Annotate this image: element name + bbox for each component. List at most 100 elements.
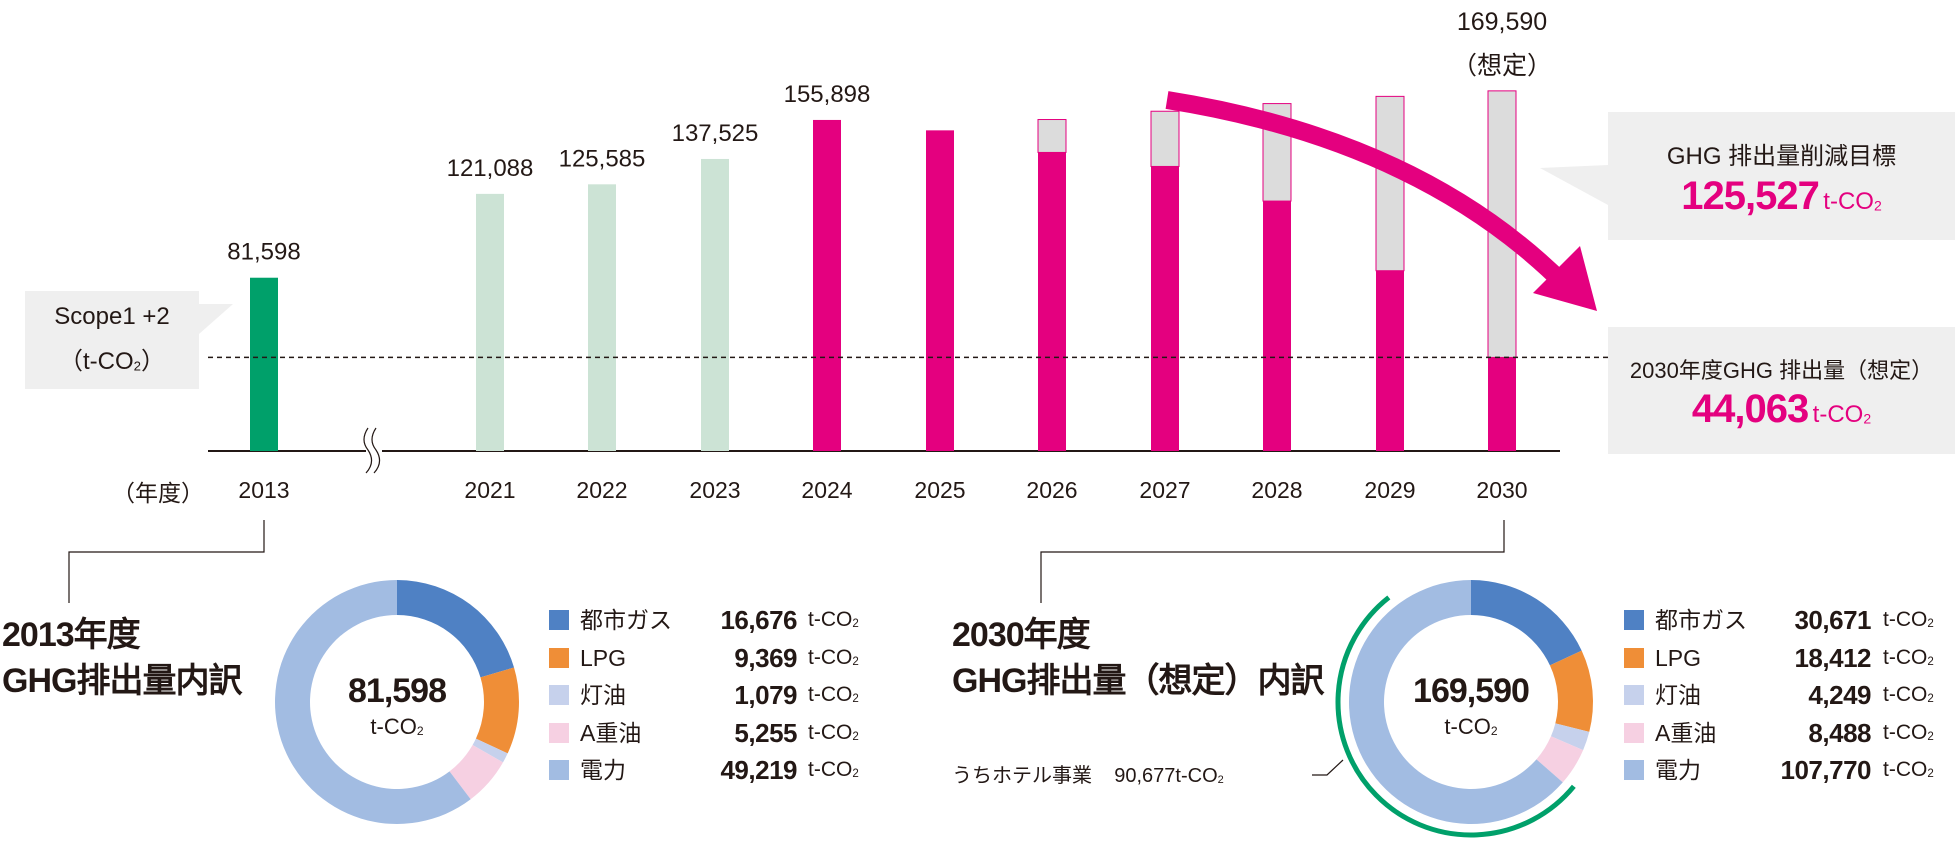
bar-label-2023: 137,525 bbox=[672, 120, 759, 147]
bar-label-2022: 125,585 bbox=[559, 145, 646, 172]
donut-2013-slice-3 bbox=[449, 745, 504, 800]
scope-label-line1: Scope1 +2 bbox=[54, 303, 170, 330]
connector-2030 bbox=[1040, 520, 1505, 603]
legend-swatch bbox=[1624, 760, 1644, 780]
unit-sub: 2 bbox=[852, 655, 859, 668]
legend-value: 9,369 bbox=[734, 642, 797, 673]
unit-text: t-CO bbox=[1883, 683, 1928, 706]
top-2030-note: （想定） bbox=[1451, 52, 1552, 80]
legend-value: 30,671 bbox=[1794, 605, 1871, 635]
legend-label: 灯油 bbox=[580, 682, 626, 708]
legend-unit: t-CO2 bbox=[808, 605, 859, 639]
unit-sub: 2 bbox=[852, 693, 859, 706]
hotel-value-sub: 2 bbox=[1217, 774, 1224, 787]
donut-2013-slice-4 bbox=[275, 580, 471, 825]
legend-unit: t-CO2 bbox=[1883, 643, 1934, 677]
hotel-leader-line bbox=[1312, 759, 1344, 776]
forecast-box: 2030年度GHG 排出量（想定） 44,063 t-CO2 bbox=[1608, 327, 1955, 454]
unit-sub: 2 bbox=[1927, 655, 1934, 668]
legend-unit: t-CO2 bbox=[1883, 605, 1934, 639]
donut-2030-slice-0 bbox=[1471, 580, 1582, 666]
donut-2030-unit: t-CO2 bbox=[1391, 714, 1551, 740]
unit-sub: 2 bbox=[1927, 768, 1934, 781]
unit-text: t-CO bbox=[808, 608, 853, 631]
donut-2030-title-line1: 2030年度 bbox=[952, 616, 1091, 654]
bar-2027 bbox=[1151, 166, 1179, 451]
bar-reduction-2027 bbox=[1150, 110, 1180, 167]
x-tick-2021: 2021 bbox=[464, 477, 515, 503]
legend-value: 107,770 bbox=[1780, 755, 1872, 785]
bar-2030 bbox=[1488, 357, 1516, 451]
unit-sub: 2 bbox=[852, 768, 859, 781]
legend-value: 5,255 bbox=[734, 717, 797, 748]
donut-2013-title-line2: GHG排出量内訳 bbox=[2, 662, 242, 700]
legend-label: 都市ガス bbox=[580, 607, 672, 633]
scope-pointer bbox=[199, 304, 233, 334]
unit-text: t-CO bbox=[1883, 720, 1928, 744]
bar-reduction-2026 bbox=[1037, 119, 1067, 153]
donut-2013-total: 81,598 bbox=[348, 672, 447, 710]
donut-2013-slice-2 bbox=[472, 738, 508, 763]
legend-value: 1,079 bbox=[734, 680, 797, 710]
legend-swatch bbox=[1624, 647, 1644, 668]
legend-swatch bbox=[549, 685, 569, 705]
unit-text: t-CO bbox=[808, 683, 853, 706]
donut-2030-slice-4 bbox=[1349, 580, 1563, 824]
legend-unit: t-CO2 bbox=[1883, 718, 1934, 752]
legend-label: LPG bbox=[1655, 644, 1702, 671]
bar-2024 bbox=[813, 119, 841, 451]
top-2030-value: 169,590 bbox=[1456, 8, 1548, 36]
legend-swatch bbox=[549, 760, 569, 780]
target-value: 125,527 bbox=[1681, 174, 1820, 218]
legend-swatch bbox=[1624, 610, 1644, 630]
legend-label: A重油 bbox=[1655, 719, 1717, 746]
x-tick-2027: 2027 bbox=[1139, 477, 1190, 503]
forecast-title: 2030年度GHG 排出量（想定） bbox=[1629, 358, 1934, 383]
x-tick-2024: 2024 bbox=[801, 477, 852, 503]
x-tick-2022: 2022 bbox=[576, 477, 627, 503]
bar-2021 bbox=[476, 193, 504, 451]
unit-sub: 2 bbox=[1927, 693, 1934, 706]
scope-unit: （t-CO bbox=[58, 348, 134, 375]
target-value-row: 125,527 t-CO2 bbox=[1608, 174, 1955, 219]
unit-sub: 2 bbox=[416, 724, 424, 739]
legend-unit: t-CO2 bbox=[1883, 755, 1934, 789]
x-tick-2026: 2026 bbox=[1026, 477, 1077, 503]
donut-2013-title: 2013年度 GHG排出量内訳 bbox=[2, 612, 242, 704]
unit-sub: 2 bbox=[852, 618, 859, 631]
unit-text: t-CO bbox=[1883, 758, 1928, 781]
bar-2022 bbox=[588, 184, 616, 451]
unit-sub: 2 bbox=[1490, 724, 1498, 739]
forecast-value: 44,063 bbox=[1691, 387, 1809, 431]
target-unit-sub: 2 bbox=[1873, 197, 1882, 214]
bar-2023 bbox=[701, 158, 729, 452]
legend-unit: t-CO2 bbox=[808, 755, 859, 789]
legend-unit: t-CO2 bbox=[808, 718, 859, 752]
unit-text: t-CO bbox=[1444, 714, 1491, 739]
x-tick-2030: 2030 bbox=[1476, 477, 1527, 503]
donut-2013-slice-0 bbox=[397, 580, 515, 678]
hotel-share-arc bbox=[1335, 595, 1576, 838]
legend-unit: t-CO2 bbox=[808, 680, 859, 714]
legend-value: 16,676 bbox=[720, 605, 797, 635]
legend-unit: t-CO2 bbox=[1883, 680, 1934, 714]
x-tick-2025: 2025 bbox=[914, 477, 965, 503]
target-box: GHG 排出量削減目標 125,527 t-CO2 bbox=[1608, 112, 1955, 240]
connector-2013 bbox=[68, 520, 265, 603]
scope-unit-sub: 2 bbox=[133, 358, 141, 374]
donut-2030-total: 169,590 bbox=[1413, 672, 1530, 710]
unit-text: t-CO bbox=[370, 714, 417, 739]
legend-label: LPG bbox=[580, 644, 627, 671]
bar-label-2013: 81,598 bbox=[227, 239, 300, 266]
x-tick-2028: 2028 bbox=[1251, 477, 1302, 503]
legend-label: 都市ガス bbox=[1655, 607, 1747, 633]
bar-2029 bbox=[1376, 270, 1404, 451]
legend-label: A重油 bbox=[580, 719, 642, 746]
axis-break-icon bbox=[363, 427, 381, 474]
scope-unit-end: ） bbox=[141, 348, 165, 375]
unit-text: t-CO bbox=[1883, 608, 1928, 631]
unit-sub: 2 bbox=[1927, 618, 1934, 631]
donut-2030-slice-2 bbox=[1550, 723, 1590, 751]
year-unit-label: （年度） bbox=[112, 480, 204, 506]
